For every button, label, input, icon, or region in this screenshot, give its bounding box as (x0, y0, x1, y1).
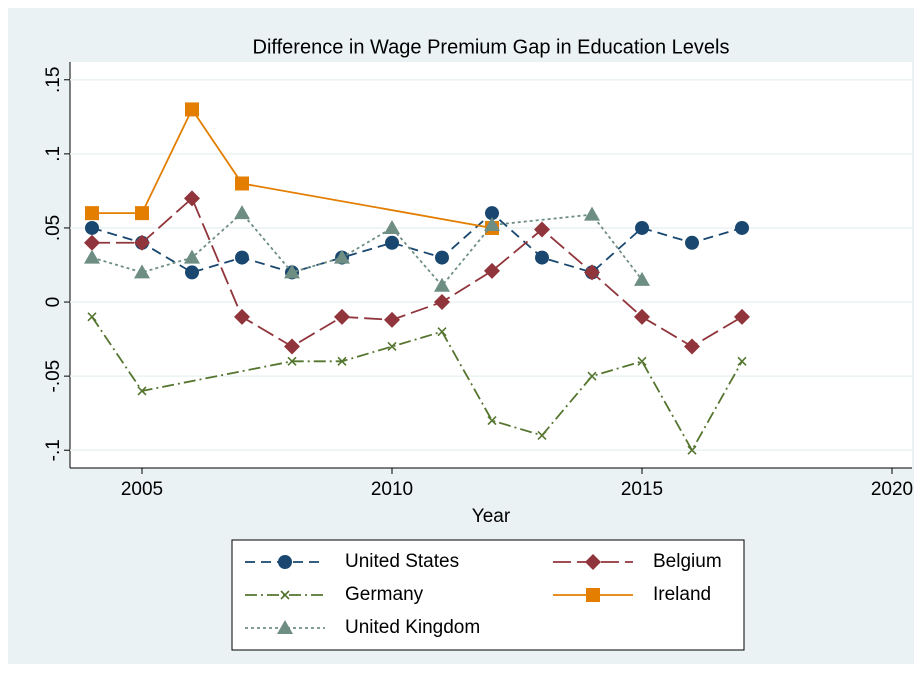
marker (284, 338, 300, 355)
marker (685, 235, 699, 250)
marker (487, 416, 497, 426)
marker (384, 219, 400, 234)
marker (634, 308, 650, 325)
marker (635, 220, 649, 235)
legend-marker (280, 590, 290, 600)
marker (234, 205, 250, 220)
marker (634, 271, 650, 286)
marker (185, 102, 199, 117)
y-tick-label: 0 (43, 297, 64, 308)
marker (334, 249, 350, 264)
marker (737, 356, 747, 366)
marker (434, 294, 450, 311)
marker (184, 249, 200, 264)
marker (587, 371, 597, 381)
marker (534, 221, 550, 238)
marker (184, 190, 200, 207)
marker (234, 308, 250, 325)
marker (384, 311, 400, 328)
series-line (91, 211, 743, 274)
marker (85, 206, 99, 221)
marker (484, 216, 500, 231)
y-tick-label: .05 (43, 215, 64, 241)
marker (535, 250, 549, 265)
marker (485, 206, 499, 221)
marker (235, 176, 249, 191)
marker (334, 308, 350, 325)
marker (484, 262, 500, 279)
marker (235, 250, 249, 265)
marker (84, 249, 100, 264)
marker (435, 250, 449, 265)
x-tick-label: 2015 (621, 479, 663, 500)
marker (537, 430, 547, 440)
x-tick-label: 2010 (371, 479, 413, 500)
legend-label: United Kingdom (345, 617, 480, 638)
y-tick-label: -.1 (43, 439, 64, 461)
marker (337, 356, 347, 366)
marker (137, 386, 147, 396)
marker (434, 277, 450, 292)
legend-label: Ireland (653, 584, 711, 605)
marker (684, 338, 700, 355)
x-tick-label: 2005 (121, 479, 163, 500)
legend-marker (585, 554, 601, 570)
legend-label: Germany (345, 584, 424, 605)
series-line (92, 196, 743, 348)
y-tick-label: .15 (43, 67, 64, 93)
legend-label: United States (345, 551, 459, 572)
marker (735, 220, 749, 235)
marker (387, 341, 397, 352)
marker (185, 265, 199, 280)
marker (85, 220, 99, 235)
marker (134, 234, 150, 251)
marker (84, 234, 100, 251)
marker (284, 264, 300, 279)
chart-title: Difference in Wage Premium Gap in Educat… (253, 36, 730, 58)
marker (637, 356, 647, 366)
marker (687, 445, 697, 455)
legend-label: Belgium (653, 551, 722, 572)
legend-marker (277, 620, 293, 634)
marker (87, 312, 97, 322)
marker (135, 206, 149, 221)
marker (734, 308, 750, 325)
marker (287, 356, 297, 366)
y-tick-label: .1 (43, 146, 64, 162)
y-tick-label: -.05 (43, 360, 64, 393)
x-tick-label: 2020 (871, 479, 913, 500)
marker (584, 206, 600, 221)
marker (584, 264, 600, 281)
legend-marker (586, 588, 600, 602)
marker (437, 327, 447, 337)
series-line (91, 316, 743, 453)
legend-marker (278, 555, 292, 569)
marker (134, 264, 150, 279)
marker (385, 235, 399, 250)
x-axis-label: Year (472, 506, 511, 527)
